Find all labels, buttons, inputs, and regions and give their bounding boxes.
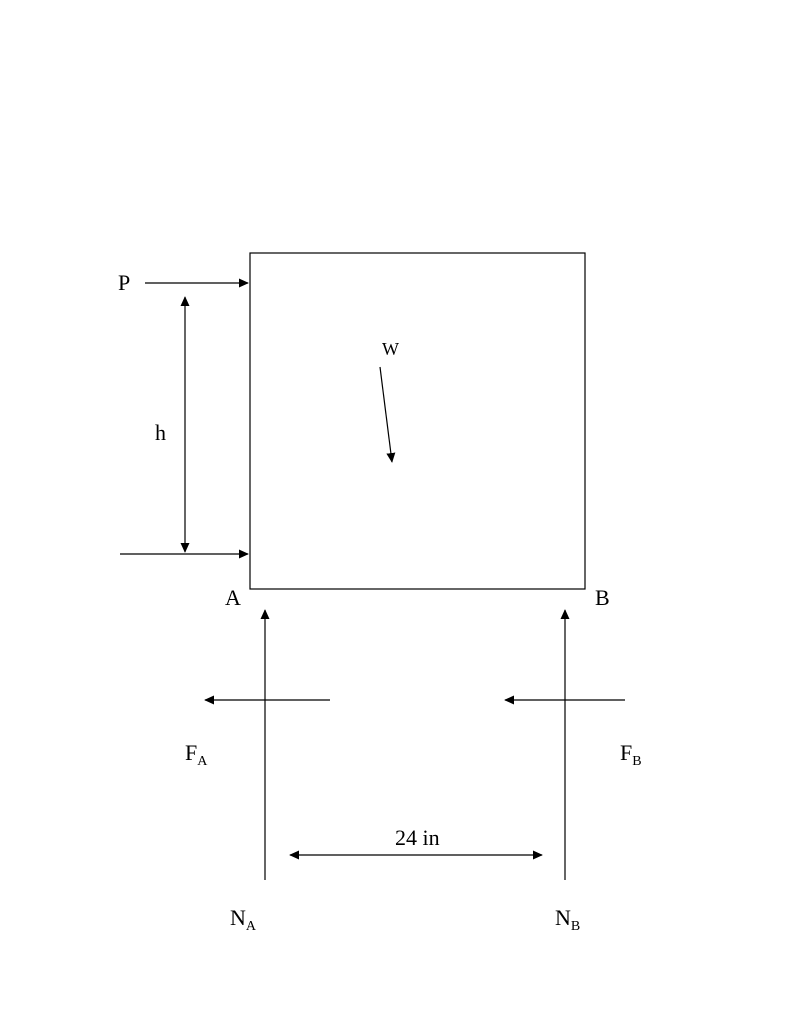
body-box <box>250 253 585 589</box>
label-fb: FB <box>620 740 642 769</box>
label-h: h <box>155 420 166 445</box>
weight-w-arrow <box>380 367 392 462</box>
label-a: A <box>225 585 241 610</box>
label-na: NA <box>230 905 257 934</box>
label-b: B <box>595 585 610 610</box>
label-nb: NB <box>555 905 580 934</box>
label-w: W <box>382 339 399 359</box>
label-p: P <box>118 270 130 295</box>
label-width-dim: 24 in <box>395 825 440 850</box>
label-fa: FA <box>185 740 208 769</box>
free-body-diagram: Ph W A B FA FB 24 in NA NB <box>0 0 800 1035</box>
